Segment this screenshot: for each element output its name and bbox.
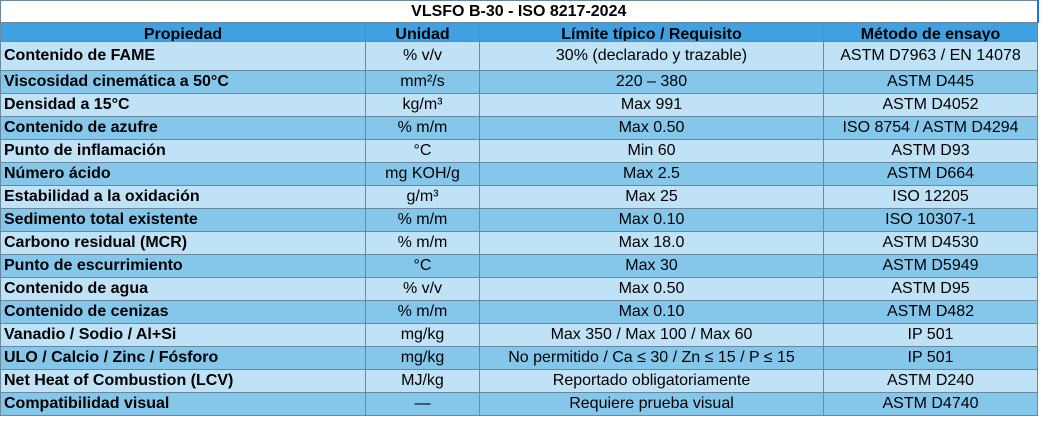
cell[interactable]: ASTM D4740: [822, 392, 1039, 416]
data-row: Sedimento total existente% m/m Max 0.10 IS…: [0, 208, 1039, 232]
cell[interactable]: ASTM D93: [822, 139, 1039, 163]
header-cell[interactable]: Unidad: [365, 22, 480, 42]
data-row: Contenido de azufre% m/m Max 0.50 ISO 8754…: [0, 116, 1039, 140]
cell[interactable]: IP 501: [822, 323, 1039, 347]
data-row: Punto de escurrimiento °C Max 30 ASTM D5949: [0, 254, 1039, 278]
data-row: Contenido de cenizas% m/m Max 0.10 ASTM D4…: [0, 300, 1039, 324]
cell[interactable]: ASTM D95: [822, 277, 1039, 301]
data-row: Punto de inflamación °C Min 60 ASTM D93: [0, 139, 1039, 163]
cell[interactable]: ASTM D445: [822, 70, 1039, 94]
data-row: Carbono residual (MCR)% m/m Max 18.0 ASTM …: [0, 231, 1039, 255]
sheet-title[interactable]: VLSFO B-30 - ISO 8217-2024: [0, 0, 1039, 23]
cell[interactable]: Max 30: [479, 254, 824, 278]
cell[interactable]: % m/m: [365, 208, 480, 232]
cell[interactable]: % m/m: [365, 231, 480, 255]
cell[interactable]: ASTM D5949: [822, 254, 1039, 278]
cell[interactable]: ASTM D7963 / EN 14078: [822, 41, 1039, 71]
data-row: Contenido de FAME % v/v 30% (declarado y t…: [0, 41, 1039, 71]
cell[interactable]: Max 2.5: [479, 162, 824, 186]
cell[interactable]: 220 – 380: [479, 70, 824, 94]
cell[interactable]: Viscosidad cinemática a 50°C: [0, 70, 366, 94]
cell[interactable]: Vanadio / Sodio / Al+Si: [0, 323, 366, 347]
cell[interactable]: IP 501: [822, 346, 1039, 370]
cell[interactable]: Min 60: [479, 139, 824, 163]
cell[interactable]: ASTM D664: [822, 162, 1039, 186]
data-row: Vanadio / Sodio / Al+Si mg/kg Max 350 / Ma…: [0, 323, 1039, 347]
cell[interactable]: Contenido de cenizas: [0, 300, 366, 324]
cell-text: % v/v: [402, 47, 443, 64]
data-row: Net Heat of Combustion (LCV) MJ/kg Reporta…: [0, 369, 1039, 393]
cell[interactable]: Carbono residual (MCR): [0, 231, 366, 255]
cell[interactable]: °C: [365, 139, 480, 163]
cell[interactable]: Contenido de agua: [0, 277, 366, 301]
cell[interactable]: No permitido / Ca ≤ 30 / Zn ≤ 15 / P ≤ 1…: [479, 346, 824, 370]
cell[interactable]: Número ácido: [0, 162, 366, 186]
data-row: Contenido de agua% v/v Max 0.50 ASTM D95: [0, 277, 1039, 301]
header-row: Propiedad Unidad Límite típico / Requisito…: [0, 22, 1039, 42]
cell[interactable]: % v/v: [365, 41, 480, 71]
header-text: Unidad: [395, 26, 450, 41]
cell[interactable]: mg KOH/g: [365, 162, 480, 186]
cell[interactable]: Max 0.50: [479, 277, 824, 301]
data-row: Estabilidad a la oxidación g/m³ Max 25 ISO …: [0, 185, 1039, 209]
cell[interactable]: MJ/kg: [365, 369, 480, 393]
cell[interactable]: kg/m³: [365, 93, 480, 117]
cell[interactable]: 30% (declarado y trazable): [479, 41, 824, 71]
data-row: Densidad a 15°C kg/m³ Max 991 ASTM D4052: [0, 93, 1039, 117]
cell[interactable]: Max 18.0: [479, 231, 824, 255]
cell[interactable]: mg/kg: [365, 346, 480, 370]
header-text: Propiedad: [143, 26, 223, 41]
title-row: VLSFO B-30 - ISO 8217-2024: [0, 0, 1039, 23]
header-text: Límite típico / Requisito: [561, 26, 742, 41]
data-table: VLSFO B-30 - ISO 8217-2024 Propiedad Unid…: [0, 0, 1039, 416]
cell[interactable]: g/m³: [365, 185, 480, 209]
cell[interactable]: Max 25: [479, 185, 824, 209]
cell[interactable]: Sedimento total existente: [0, 208, 366, 232]
header-cell[interactable]: Propiedad: [0, 22, 366, 42]
cell[interactable]: —: [365, 392, 480, 416]
cell[interactable]: Contenido de FAME: [0, 41, 366, 71]
data-row: Número ácido mg KOH/g Max 2.5 ASTM D664: [0, 162, 1039, 186]
cell[interactable]: Compatibilidad visual: [0, 392, 366, 416]
cell[interactable]: mg/kg: [365, 323, 480, 347]
table-body: VLSFO B-30 - ISO 8217-2024 Propiedad Unid…: [0, 0, 1039, 416]
cell[interactable]: Punto de inflamación: [0, 139, 366, 163]
cell[interactable]: mm²/s: [365, 70, 480, 94]
header-text: Método de ensayo: [860, 26, 1001, 41]
cell[interactable]: ULO / Calcio / Zinc / Fósforo: [0, 346, 366, 370]
cell[interactable]: °C: [365, 254, 480, 278]
cell[interactable]: Punto de escurrimiento: [0, 254, 366, 278]
data-row: ULO / Calcio / Zinc / Fósforo mg/kg No per…: [0, 346, 1039, 370]
cell[interactable]: ISO 12205: [822, 185, 1039, 209]
cell[interactable]: Max 350 / Max 100 / Max 60: [479, 323, 824, 347]
cell-text: 30% (declarado y trazable): [555, 47, 748, 64]
cell[interactable]: Reportado obligatoriamente: [479, 369, 824, 393]
cell[interactable]: ISO 8754 / ASTM D4294: [822, 116, 1039, 140]
cell[interactable]: Densidad a 15°C: [0, 93, 366, 117]
cell[interactable]: % m/m: [365, 116, 480, 140]
cell[interactable]: Max 0.10: [479, 208, 824, 232]
cell[interactable]: Max 0.10: [479, 300, 824, 324]
cell[interactable]: ASTM D4052: [822, 93, 1039, 117]
data-row: Compatibilidad visual — Requiere prueba vi…: [0, 392, 1039, 416]
cell-text: ASTM D7963 / EN 14078: [840, 47, 1021, 64]
cell[interactable]: ASTM D4530: [822, 231, 1039, 255]
data-row: Viscosidad cinemática a 50°C mm²/s 220 – 3…: [0, 70, 1039, 94]
cell[interactable]: Contenido de azufre: [0, 116, 366, 140]
cell[interactable]: Requiere prueba visual: [479, 392, 824, 416]
header-cell[interactable]: Límite típico / Requisito: [479, 22, 824, 42]
cell[interactable]: % v/v: [365, 277, 480, 301]
cell[interactable]: Estabilidad a la oxidación: [0, 185, 366, 209]
cell[interactable]: Net Heat of Combustion (LCV): [0, 369, 366, 393]
cell[interactable]: ASTM D482: [822, 300, 1039, 324]
cell-text: Contenido de FAME: [4, 47, 156, 64]
cell[interactable]: Max 0.50: [479, 116, 824, 140]
cell[interactable]: ISO 10307-1: [822, 208, 1039, 232]
header-cell[interactable]: Método de ensayo: [822, 22, 1039, 42]
cell[interactable]: % m/m: [365, 300, 480, 324]
cell[interactable]: ASTM D240: [822, 369, 1039, 393]
cell[interactable]: Max 991: [479, 93, 824, 117]
